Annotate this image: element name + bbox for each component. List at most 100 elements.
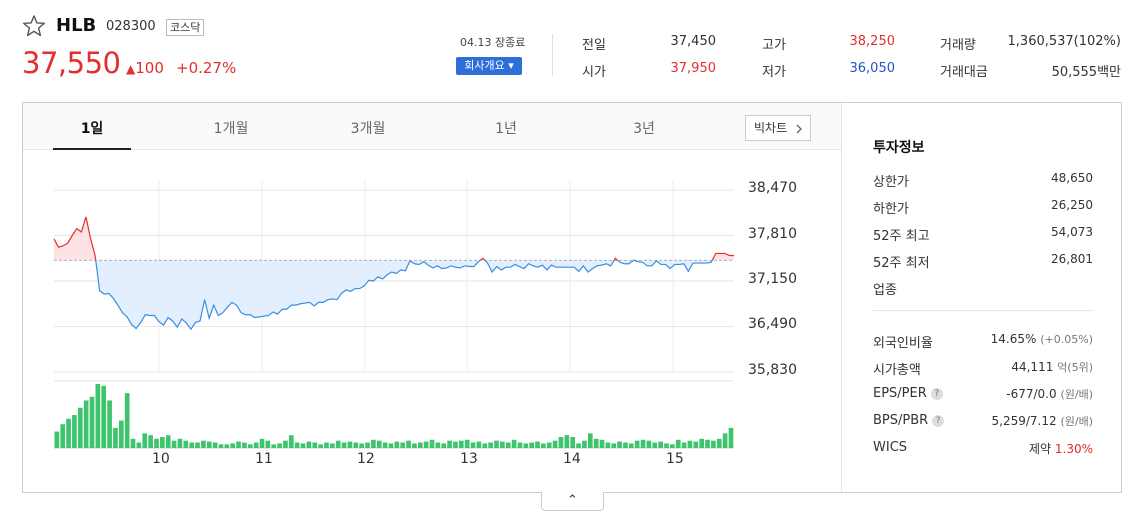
volume-bar — [570, 437, 576, 448]
eps-per-number: -677/0.0 — [1006, 387, 1057, 401]
volume-bar — [705, 439, 710, 448]
volume-bar — [722, 433, 728, 448]
volume-value: 1,360,537(102%) — [1007, 34, 1121, 49]
volume-bar — [271, 444, 277, 448]
upper-limit-label: 상한가 — [873, 175, 909, 190]
low-value: 36,050 — [849, 61, 896, 76]
volume-bar — [634, 440, 640, 448]
volume-bar — [224, 444, 230, 448]
52w-high-label: 52주 최고 — [873, 229, 930, 244]
volume-bar — [165, 435, 171, 448]
volume-bar — [359, 443, 364, 448]
volume-bar — [230, 443, 236, 448]
volume-bar — [476, 441, 482, 448]
volume-bar — [605, 442, 611, 448]
volume-bar — [494, 440, 499, 448]
high-label: 고가 — [762, 38, 786, 53]
tab-1month[interactable]: 1개월 — [213, 121, 249, 137]
volume-bar — [130, 438, 136, 448]
volume-bar — [77, 407, 83, 448]
volume-bar — [394, 441, 400, 448]
up-triangle-icon: ▲ — [126, 62, 136, 76]
x-tick-label: 14 — [563, 451, 581, 467]
volume-bar — [541, 443, 546, 448]
volume-bar — [201, 440, 206, 448]
y-tick-label: 35,830 — [748, 362, 797, 378]
trade-amount-value: 50,555백만 — [1051, 65, 1121, 80]
bps-pbr-unit: (원/배) — [1060, 415, 1093, 428]
volume-bar — [681, 442, 687, 448]
volume-bar — [212, 442, 218, 448]
help-icon[interactable]: ? — [930, 388, 943, 400]
volume-bar — [464, 439, 470, 448]
volume-bar — [388, 443, 394, 448]
low-label: 저가 — [762, 65, 786, 80]
volume-bar — [142, 433, 148, 448]
52w-low-label: 52주 최저 — [873, 256, 930, 271]
volume-bar — [699, 438, 704, 448]
chart-lines — [53, 216, 734, 331]
big-chart-button[interactable]: 빅차트 — [745, 115, 811, 141]
intraday-chart[interactable] — [23, 150, 841, 492]
volume-bar — [406, 440, 411, 448]
company-overview-button[interactable]: 회사개요 ▾ — [456, 57, 522, 75]
y-tick-label: 36,490 — [748, 316, 797, 332]
investment-info-sidebar: 투자정보 상한가 48,650 하한가 26,250 52주 최고 54,073… — [841, 103, 1121, 492]
x-tick-label: 15 — [666, 451, 684, 467]
volume-bar — [353, 442, 359, 448]
tab-1year[interactable]: 1년 — [495, 121, 517, 137]
trade-amount-label: 거래대금 — [940, 65, 988, 80]
foreign-ratio-number: 14.65% — [990, 332, 1037, 346]
stock-header: HLB 028300 코스닥 37,550 ▲100 +0.27% 04.13 … — [0, 0, 1137, 100]
x-tick-label: 10 — [152, 451, 170, 467]
volume-bar — [628, 443, 634, 448]
volume-bar — [218, 444, 224, 448]
volume-bar — [171, 440, 177, 448]
volume-bar — [124, 393, 130, 448]
volume-bar — [341, 442, 347, 448]
volume-bar — [54, 431, 60, 448]
volume-bar — [593, 438, 599, 448]
volume-bar — [582, 440, 587, 448]
tab-3month[interactable]: 3개월 — [350, 121, 386, 137]
volume-bar — [330, 443, 335, 448]
volume-bar — [675, 439, 681, 448]
volume-bar — [576, 443, 581, 448]
market-badge: 코스닥 — [166, 19, 205, 36]
volume-bar — [664, 443, 669, 448]
market-cap-unit: 억 — [1057, 361, 1068, 374]
market-cap-label: 시가총액 — [873, 363, 921, 378]
wics-label: WICS — [873, 440, 908, 455]
collapse-chevron-up-icon[interactable]: ⌃ — [541, 492, 604, 511]
eps-per-label: EPS/PER? — [873, 386, 943, 401]
volume-bar — [482, 443, 488, 448]
volume-bar — [599, 439, 605, 448]
tab-1day[interactable]: 1일 — [80, 121, 104, 137]
volume-bar — [312, 442, 318, 448]
volume-bar — [441, 443, 447, 448]
prev-close-value: 37,450 — [670, 34, 717, 49]
volume-bar — [288, 435, 294, 448]
volume-bar — [160, 437, 165, 448]
volume-bar — [552, 440, 558, 448]
chevron-right-icon — [796, 124, 802, 134]
volume-bar — [429, 439, 435, 448]
volume-bar — [118, 420, 124, 448]
volume-bar — [470, 442, 476, 448]
price-change-value: 100 — [135, 59, 164, 77]
volume-bar — [646, 440, 652, 448]
volume-bar — [640, 439, 646, 448]
volume-bar — [136, 442, 142, 448]
wics-value[interactable]: 제약 1.30% — [1029, 440, 1093, 457]
open-label: 시가 — [582, 65, 606, 80]
favorite-star-icon[interactable] — [22, 14, 46, 38]
volume-bar — [265, 440, 271, 448]
bps-pbr-number: 5,259/7.12 — [991, 414, 1057, 428]
divider — [552, 34, 553, 76]
volume-bar — [658, 441, 663, 448]
tab-3year[interactable]: 3년 — [633, 121, 655, 137]
bps-pbr-value: 5,259/7.12 (원/배) — [992, 413, 1093, 429]
help-icon[interactable]: ? — [932, 415, 945, 427]
volume-bar — [400, 442, 406, 448]
eps-per-unit: (원/배) — [1060, 388, 1093, 401]
